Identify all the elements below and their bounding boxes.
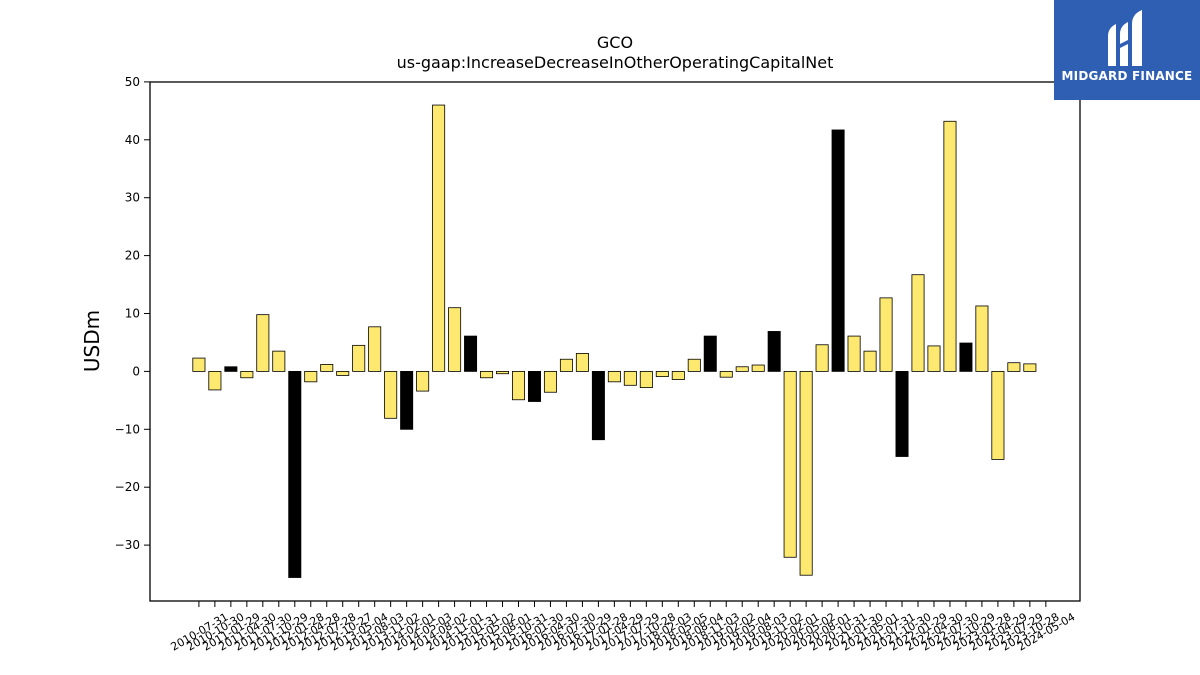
bar bbox=[815, 344, 829, 372]
bar bbox=[991, 370, 1005, 460]
bars-group bbox=[192, 104, 1037, 578]
bar bbox=[368, 326, 382, 372]
bar bbox=[464, 335, 478, 372]
y-tick-label: −30 bbox=[115, 538, 140, 552]
bar bbox=[543, 370, 557, 393]
chart-subtitle: us-gaap:IncreaseDecreaseInOtherOperating… bbox=[397, 53, 834, 72]
bar bbox=[575, 353, 589, 372]
bar bbox=[607, 370, 621, 383]
bar bbox=[352, 344, 366, 372]
bar bbox=[432, 104, 446, 372]
y-tick-label: 30 bbox=[125, 191, 140, 205]
bar bbox=[863, 350, 877, 372]
bar bbox=[400, 370, 414, 430]
y-axis-ticks: 50 40 30 20 10 0 −10 −20 −30 bbox=[115, 75, 150, 552]
bar bbox=[719, 370, 733, 378]
bar bbox=[831, 129, 845, 372]
bar bbox=[192, 357, 206, 372]
bar bbox=[208, 370, 222, 391]
bar bbox=[799, 370, 813, 576]
bar bbox=[480, 370, 494, 379]
bar bbox=[783, 370, 797, 558]
y-tick-label: 0 bbox=[132, 364, 140, 378]
chart-title: GCO bbox=[597, 33, 633, 52]
bar bbox=[224, 366, 238, 372]
plot-frame bbox=[149, 81, 1081, 602]
brand-logo: MIDGARD FINANCE bbox=[1054, 0, 1200, 100]
bar bbox=[623, 370, 637, 386]
bar bbox=[655, 370, 669, 378]
bar bbox=[416, 370, 430, 392]
bar bbox=[1007, 362, 1021, 372]
bar bbox=[911, 274, 925, 372]
bar bbox=[272, 350, 286, 372]
bar bbox=[384, 370, 398, 419]
bar bbox=[639, 370, 653, 389]
bar bbox=[671, 370, 685, 380]
bar bbox=[304, 370, 318, 383]
bar bbox=[496, 370, 510, 375]
bar bbox=[735, 366, 749, 372]
y-tick-label: 40 bbox=[125, 133, 140, 147]
x-axis-ticks: 2010-07-312010-10-302011-01-292011-04-30… bbox=[169, 601, 1077, 654]
bar bbox=[751, 364, 765, 372]
bar bbox=[512, 370, 526, 401]
bar bbox=[703, 335, 717, 372]
bar bbox=[591, 370, 605, 441]
bar bbox=[256, 314, 270, 372]
bar bbox=[559, 358, 573, 372]
bar bbox=[975, 305, 989, 372]
bar bbox=[336, 370, 350, 376]
y-tick-label: −10 bbox=[115, 422, 140, 436]
y-tick-label: 20 bbox=[125, 249, 140, 263]
bar bbox=[448, 307, 462, 372]
bar bbox=[927, 345, 941, 372]
y-tick-label: −20 bbox=[115, 480, 140, 494]
bar bbox=[895, 370, 909, 457]
bar bbox=[240, 370, 254, 379]
brand-mark-icon bbox=[1108, 10, 1142, 66]
bar bbox=[879, 297, 893, 372]
bar bbox=[847, 335, 861, 372]
bar bbox=[527, 370, 541, 402]
y-tick-label: 50 bbox=[125, 75, 140, 89]
y-tick-label: 10 bbox=[125, 307, 140, 321]
brand-name: MIDGARD FINANCE bbox=[1061, 69, 1193, 83]
bar bbox=[943, 120, 957, 372]
y-axis-label: USDm bbox=[80, 310, 104, 372]
bar bbox=[767, 331, 781, 372]
bar bbox=[687, 358, 701, 372]
bar bbox=[1023, 363, 1037, 372]
bar bbox=[320, 364, 334, 372]
bar bbox=[288, 370, 302, 578]
bar bbox=[959, 342, 973, 372]
